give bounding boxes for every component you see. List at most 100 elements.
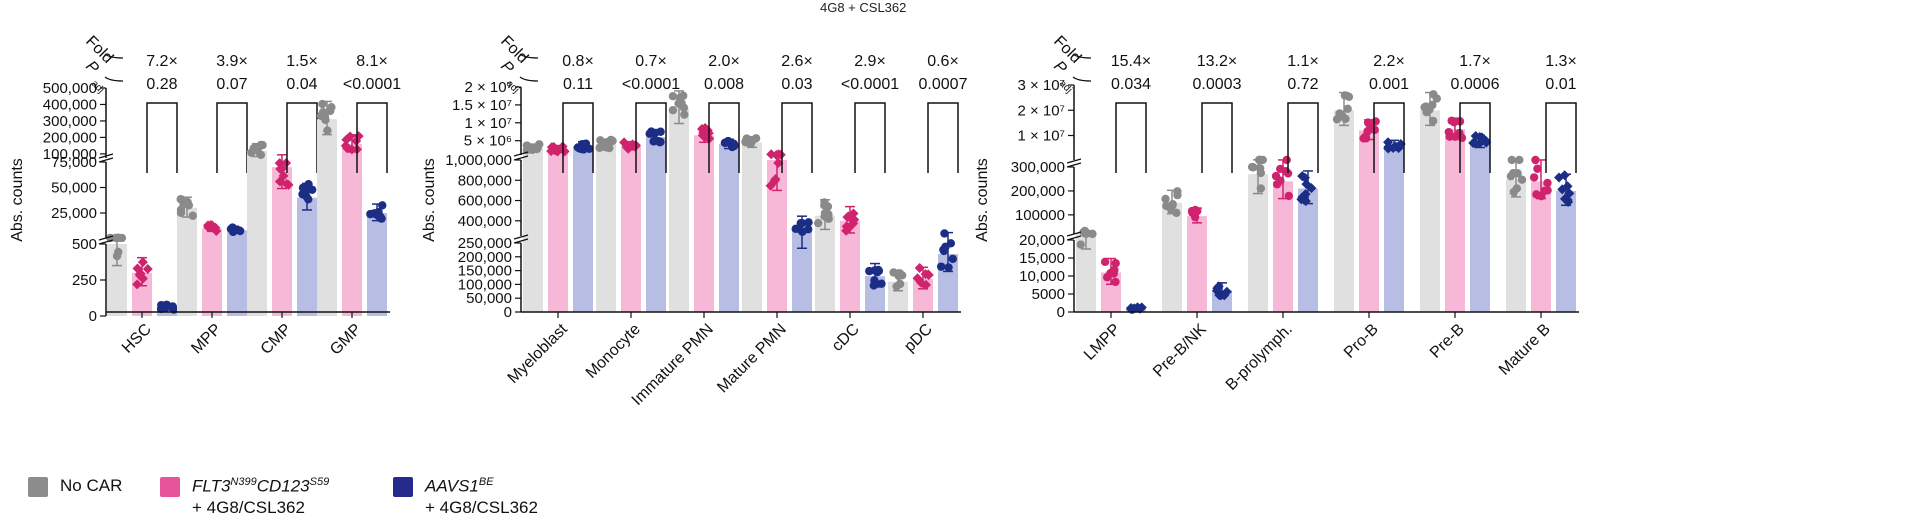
- point-3-1-0: [773, 158, 784, 169]
- point-0-1-0: [132, 279, 143, 290]
- bar-CMP-s2: [272, 167, 292, 316]
- bar-MPP-s2: [202, 228, 222, 316]
- y-axis-label: Abs. counts: [974, 158, 991, 242]
- point-4-1-7: [843, 211, 854, 222]
- point-3-1-5: [345, 131, 356, 142]
- bar-PreB-s1: [1420, 110, 1440, 312]
- padj-value-2: 0.72: [1287, 76, 1318, 93]
- point-0-1-4: [137, 257, 148, 268]
- legend-flt3-base1: FLT3: [192, 476, 231, 496]
- fold-value-1: 13.2×: [1197, 53, 1237, 70]
- point-4-0-4: [820, 212, 829, 221]
- legend-label-no-car: No CAR: [60, 476, 123, 495]
- point-2-1-7: [275, 163, 286, 174]
- legend: No CAR FLT3N399CD123S59 + 4G8/CSL362 AAV…: [28, 474, 588, 522]
- point-1-0-6: [1166, 205, 1176, 214]
- point-2-0-3: [668, 105, 678, 115]
- bar-Bprolymph-s1: [1248, 174, 1268, 312]
- y-tick-label-2-2: 3 × 10⁷: [1017, 77, 1065, 94]
- y-tick-label-0-0: 0: [504, 304, 512, 321]
- point-4-2-7: [1480, 135, 1491, 146]
- point-1-2-4: [656, 137, 665, 147]
- point-1-2-6: [1219, 290, 1230, 301]
- bar-MatureB-s1: [1506, 178, 1526, 312]
- axis-break-0: [513, 234, 529, 244]
- point-1-0-7: [605, 143, 614, 153]
- bar-ImmaturePMN-s1: [669, 108, 689, 312]
- point-3-0-6: [318, 107, 328, 117]
- point-0-0-7: [528, 145, 537, 155]
- bar-Monocyte-s3: [646, 137, 666, 312]
- bar-LMPP-s1: [1076, 232, 1096, 312]
- point-5-0-5: [1515, 155, 1524, 165]
- bar-PreB-s2: [1445, 129, 1465, 312]
- point-2-0-7: [249, 144, 258, 153]
- point-3-1-7: [766, 149, 777, 160]
- legend-swatch-aavs1: [393, 477, 413, 497]
- fold-value-2: 1.1×: [1287, 53, 1319, 70]
- fold-value-4: 1.7×: [1459, 53, 1491, 70]
- point-4-2-5: [869, 281, 879, 290]
- y-tick-label-0-3: 15,000: [1019, 250, 1065, 267]
- legend-sub-aavs1: + 4G8/CSL362: [425, 498, 538, 517]
- category-label-3: GMP: [327, 321, 365, 359]
- point-3-2-7: [804, 218, 813, 227]
- point-5-0-7: [897, 271, 907, 280]
- y-tick-label-2-3: 400,000: [43, 96, 97, 113]
- y-tick-label-0-0: 0: [89, 308, 97, 325]
- point-2-1-5: [281, 158, 292, 169]
- point-2-2-4: [298, 183, 308, 192]
- point-2-1-2: [283, 179, 294, 190]
- category-label-0: HSC: [119, 321, 155, 357]
- point-3-2-6: [795, 224, 804, 234]
- point-3-0-7: [323, 126, 332, 135]
- point-3-1-6: [353, 131, 364, 142]
- y-tick-label-1-0: 100000: [1015, 207, 1065, 224]
- y-tick-label-0-1: 50,000: [466, 290, 512, 307]
- y-tick-label-1-3: 1,000,000: [445, 152, 512, 169]
- point-1-1-7: [211, 225, 222, 236]
- category-label-1: Monocyte: [583, 321, 644, 382]
- padj-value-1: 0.07: [216, 76, 247, 93]
- point-0-0-6: [111, 233, 120, 243]
- point-5-1-4: [1531, 155, 1540, 165]
- legend-label-aavs1: AAVS1BE: [425, 476, 494, 497]
- point-0-0-0: [1076, 240, 1085, 249]
- category-label-2: B-prolymph.: [1223, 321, 1296, 394]
- bar-MPP-s3: [227, 230, 247, 316]
- fold-value-4: 2.9×: [854, 53, 886, 70]
- bracket-4: [854, 102, 886, 173]
- fold-connector: [104, 53, 124, 59]
- legend-aavs1-base1: AAVS1: [425, 476, 479, 496]
- fold-value-0: 0.8×: [562, 53, 594, 70]
- point-5-0-7: [1517, 175, 1527, 184]
- point-5-0-4: [889, 268, 898, 277]
- category-label-4: Pre-B: [1427, 321, 1468, 362]
- category-label-0: LMPP: [1081, 321, 1124, 364]
- padj-value-2: 0.04: [286, 76, 317, 93]
- point-1-2-7: [232, 225, 241, 234]
- point-5-2-7: [944, 263, 953, 272]
- point-2-1-6: [1283, 169, 1293, 178]
- point-5-2-5: [1557, 184, 1568, 195]
- point-0-0-7: [1081, 227, 1090, 236]
- bar-GMP-s2: [342, 144, 362, 316]
- bracket-1: [1201, 102, 1233, 173]
- point-5-0-4: [1509, 169, 1518, 178]
- bar-PreBNK-s1: [1162, 202, 1182, 312]
- point-0-1-2: [1111, 259, 1120, 268]
- point-3-1-6: [1370, 125, 1379, 135]
- bar-Myeloblast-s2: [548, 148, 568, 312]
- point-3-2-6: [376, 212, 385, 221]
- bar-ImmaturePMN-s3: [719, 144, 739, 312]
- padj-value-1: 0.0003: [1193, 76, 1242, 93]
- point-5-1-5: [923, 270, 934, 281]
- point-0-0-4: [114, 247, 123, 257]
- point-5-1-5: [1532, 190, 1541, 199]
- bar-PreBNK-s2: [1187, 216, 1207, 312]
- bar-pDC-s1: [888, 281, 908, 312]
- header-text: 4G8 + CSL362: [820, 0, 907, 15]
- point-0-1-1: [142, 264, 153, 275]
- point-3-1-7: [340, 140, 351, 151]
